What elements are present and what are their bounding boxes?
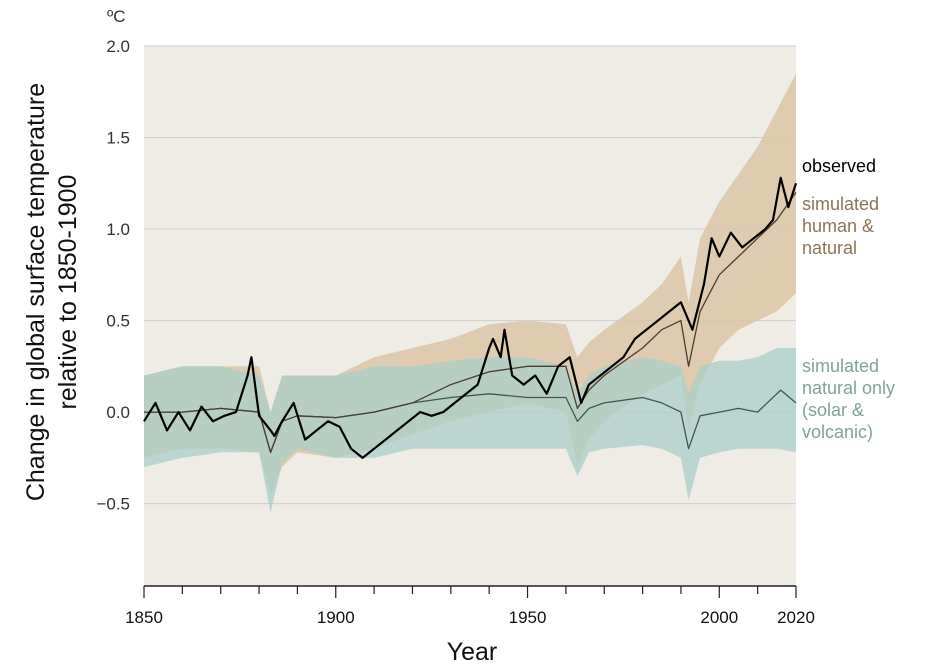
- line-observed: [143, 176, 798, 459]
- legend-human-natural-line3: natural: [802, 238, 857, 258]
- series-lines: [143, 176, 798, 459]
- band-natural-only: [144, 348, 796, 513]
- y-tick-label: 1.5: [106, 129, 130, 148]
- x-tick-label: 1950: [509, 608, 547, 627]
- y-tick-label: 2.0: [106, 37, 130, 56]
- legend-natural-only-line1: simulated: [802, 356, 879, 376]
- y-tick-label: 1.0: [106, 220, 130, 239]
- legend-observed: observed: [802, 156, 876, 176]
- legend: observed simulated human & natural simul…: [802, 156, 895, 442]
- x-tick-label: 2000: [700, 608, 738, 627]
- legend-natural-only-line4: volcanic): [802, 422, 873, 442]
- x-axis-label: Year: [447, 638, 498, 666]
- y-axis-label-line1: Change in global surface temperature: [22, 83, 50, 501]
- axes: [143, 585, 797, 598]
- x-tick-label: 1900: [317, 608, 355, 627]
- y-unit-label: ºC: [107, 7, 126, 26]
- y-tick-labels: −0.5 0.0 0.5 1.0 1.5 2.0: [96, 37, 130, 514]
- x-tick-labels: 1850 1900 1950 2000 2020: [125, 608, 815, 627]
- x-tick-label: 1850: [125, 608, 163, 627]
- y-axis-label-line2: relative to 1850-1900: [54, 175, 82, 410]
- x-tick-label: 2020: [777, 608, 815, 627]
- uncertainty-bands: [144, 73, 796, 513]
- legend-natural-only-line3: (solar &: [802, 400, 864, 420]
- y-tick-label: 0.5: [106, 312, 130, 331]
- legend-human-natural-line2: human &: [802, 216, 874, 236]
- line-human-natural-mean: [144, 192, 797, 454]
- legend-human-natural-line1: simulated: [802, 194, 879, 214]
- y-tick-label: 0.0: [106, 403, 130, 422]
- y-tick-label: −0.5: [96, 495, 130, 514]
- legend-natural-only-line2: natural only: [802, 378, 895, 398]
